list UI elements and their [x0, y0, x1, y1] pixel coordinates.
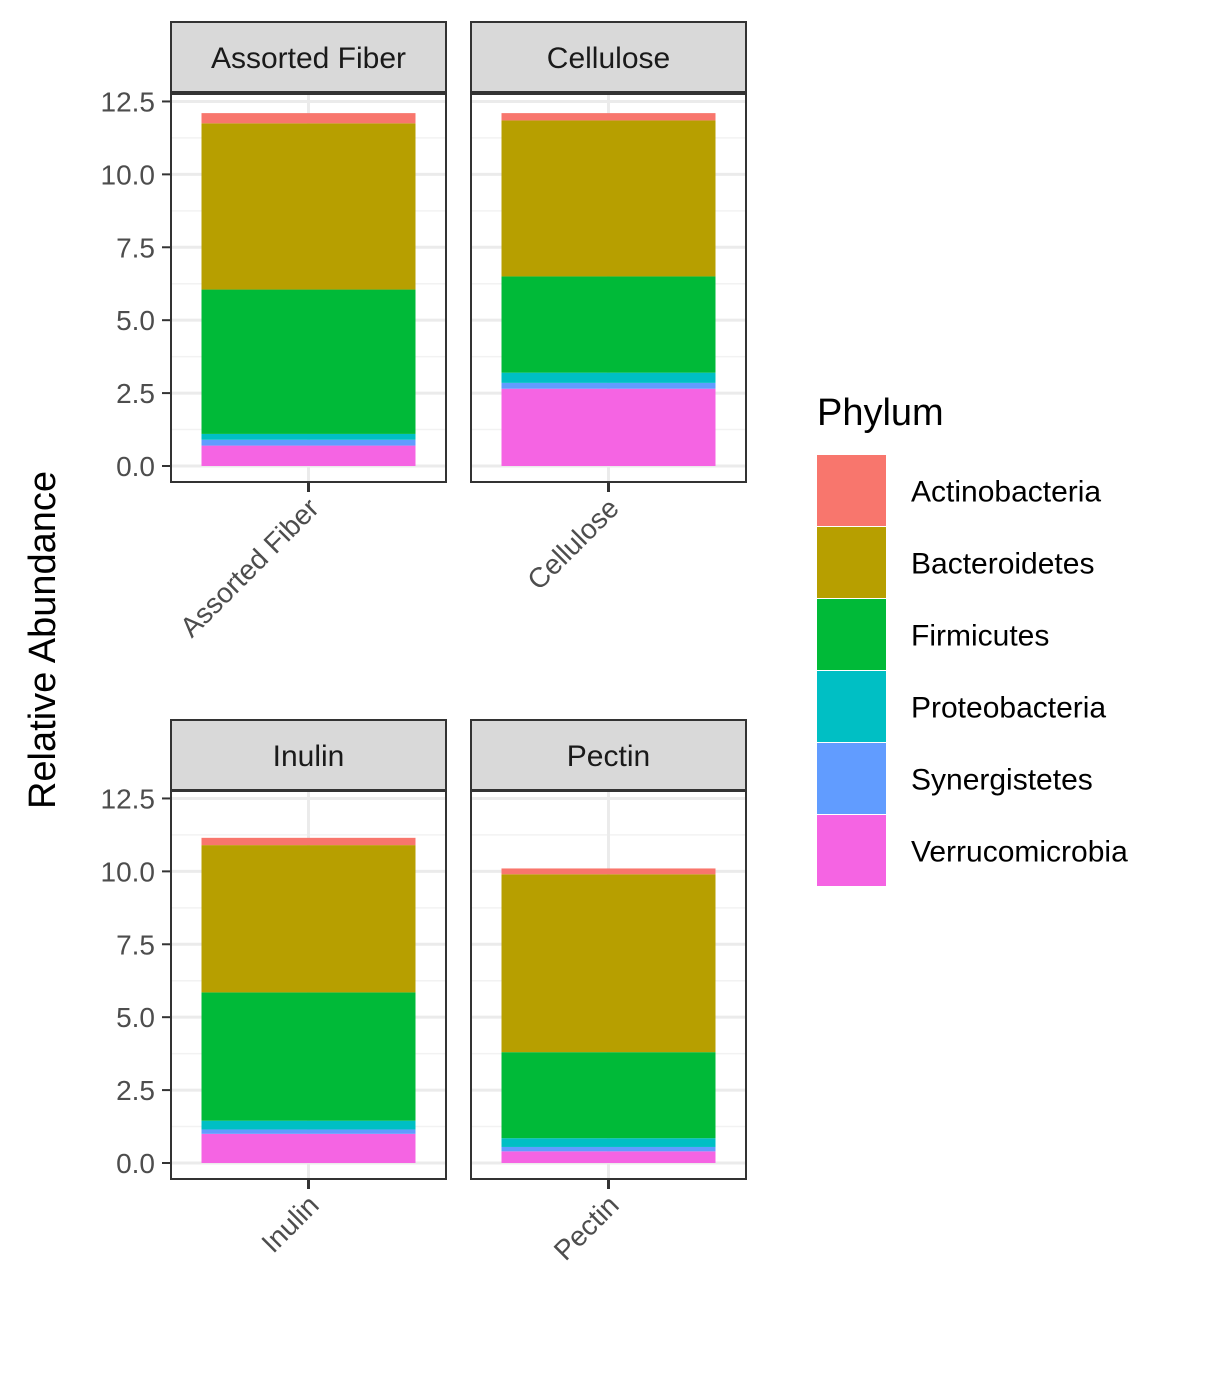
legend-key — [817, 527, 886, 598]
bar-segment-proteobacteria — [501, 1138, 716, 1147]
bar-segment-proteobacteria — [201, 1120, 416, 1130]
bar-segment-firmicutes — [201, 289, 416, 434]
legend-title: Phylum — [817, 392, 944, 434]
y-axis-label: Relative Abundance — [22, 471, 64, 809]
bar-segment-bacteroidetes — [501, 874, 716, 1053]
panel-cellulose: Cellulose Cellulose — [470, 21, 747, 596]
legend-label: Bacteroidetes — [911, 548, 1094, 581]
legend-item-verrucomicrobia: Verrucomicrobia — [817, 815, 1128, 886]
bar-segment-firmicutes — [501, 276, 716, 373]
bar-segment-synergistetes — [201, 439, 416, 446]
bar-segment-synergistetes — [501, 1146, 716, 1152]
legend-item-synergistetes: Synergistetes — [817, 743, 1093, 814]
legend-label: Verrucomicrobia — [911, 836, 1128, 869]
legend-key — [817, 743, 886, 814]
bar-segment-actinobacteria — [201, 837, 416, 846]
y-tick-label: 2.5 — [116, 378, 155, 409]
x-tick-label: Pectin — [548, 1189, 625, 1266]
facet-strip — [170, 21, 447, 93]
facet-strip — [170, 719, 447, 791]
legend-item-proteobacteria: Proteobacteria — [817, 671, 1106, 742]
bar-segment-bacteroidetes — [501, 120, 716, 277]
bar-segment-synergistetes — [201, 1129, 416, 1134]
panel-inulin: Inulin 0.0 2.5 5.0 7.5 10.0 12.5 Inulin — [101, 719, 447, 1259]
legend: Phylum Actinobacteria Bacteroidetes Firmic… — [817, 392, 1128, 886]
legend-item-firmicutes: Firmicutes — [817, 599, 1049, 670]
panel-pectin: Pectin Pectin — [470, 719, 747, 1266]
bar-segment-verrucomicrobia — [201, 1133, 416, 1163]
facet-strip — [470, 719, 747, 791]
legend-key — [817, 815, 886, 886]
bar-segment-firmicutes — [501, 1052, 716, 1139]
facet-strip-label: Pectin — [567, 740, 650, 773]
bar-segment-firmicutes — [201, 992, 416, 1121]
y-tick-label: 5.0 — [116, 305, 155, 336]
y-tick-label: 10.0 — [101, 856, 156, 887]
bar-segment-proteobacteria — [501, 372, 716, 383]
y-tick-label: 5.0 — [116, 1002, 155, 1033]
legend-key — [817, 455, 886, 526]
x-tick-label: Cellulose — [521, 492, 624, 595]
legend-item-bacteroidetes: Bacteroidetes — [817, 527, 1094, 598]
y-tick-label: 0.0 — [116, 451, 155, 482]
facet-strip-label: Inulin — [273, 740, 345, 773]
bar-segment-actinobacteria — [501, 868, 716, 875]
facet-strip-label: Cellulose — [547, 42, 670, 75]
y-tick-label: 12.5 — [101, 783, 156, 814]
y-tick-label: 7.5 — [116, 232, 155, 263]
bar-segment-verrucomicrobia — [501, 1151, 716, 1163]
bar-segment-bacteroidetes — [201, 123, 416, 290]
legend-key — [817, 599, 886, 670]
legend-label: Firmicutes — [911, 620, 1049, 653]
bar-segment-synergistetes — [501, 382, 716, 389]
y-tick-label: 0.0 — [116, 1148, 155, 1179]
bar-segment-verrucomicrobia — [501, 388, 716, 466]
bar-segment-actinobacteria — [501, 113, 716, 121]
facet-strip — [470, 21, 747, 93]
legend-item-actinobacteria: Actinobacteria — [817, 455, 1101, 526]
y-tick-label: 2.5 — [116, 1075, 155, 1106]
facet-strip-label: Assorted Fiber — [211, 42, 406, 75]
bar-segment-actinobacteria — [201, 113, 416, 124]
legend-label: Actinobacteria — [911, 476, 1101, 509]
y-tick-label: 12.5 — [101, 86, 156, 117]
legend-items: Actinobacteria Bacteroidetes Firmicutes Pro… — [817, 455, 1128, 886]
bar-segment-bacteroidetes — [201, 845, 416, 993]
chart-panels: Assorted Fiber 0.0 2.5 5.0 7.5 10.0 12.5 Assort… — [101, 21, 747, 1266]
panel-assorted-fiber: Assorted Fiber 0.0 2.5 5.0 7.5 10.0 12.5 Assort… — [101, 21, 447, 643]
x-tick-label: Inulin — [255, 1189, 324, 1258]
legend-key — [817, 671, 886, 742]
y-tick-label: 7.5 — [116, 929, 155, 960]
bar-segment-verrucomicrobia — [201, 445, 416, 466]
legend-label: Synergistetes — [911, 764, 1093, 797]
y-tick-label: 10.0 — [101, 159, 156, 190]
bar-segment-proteobacteria — [201, 433, 416, 440]
x-tick-label: Assorted Fiber — [174, 492, 325, 643]
legend-label: Proteobacteria — [911, 692, 1106, 725]
